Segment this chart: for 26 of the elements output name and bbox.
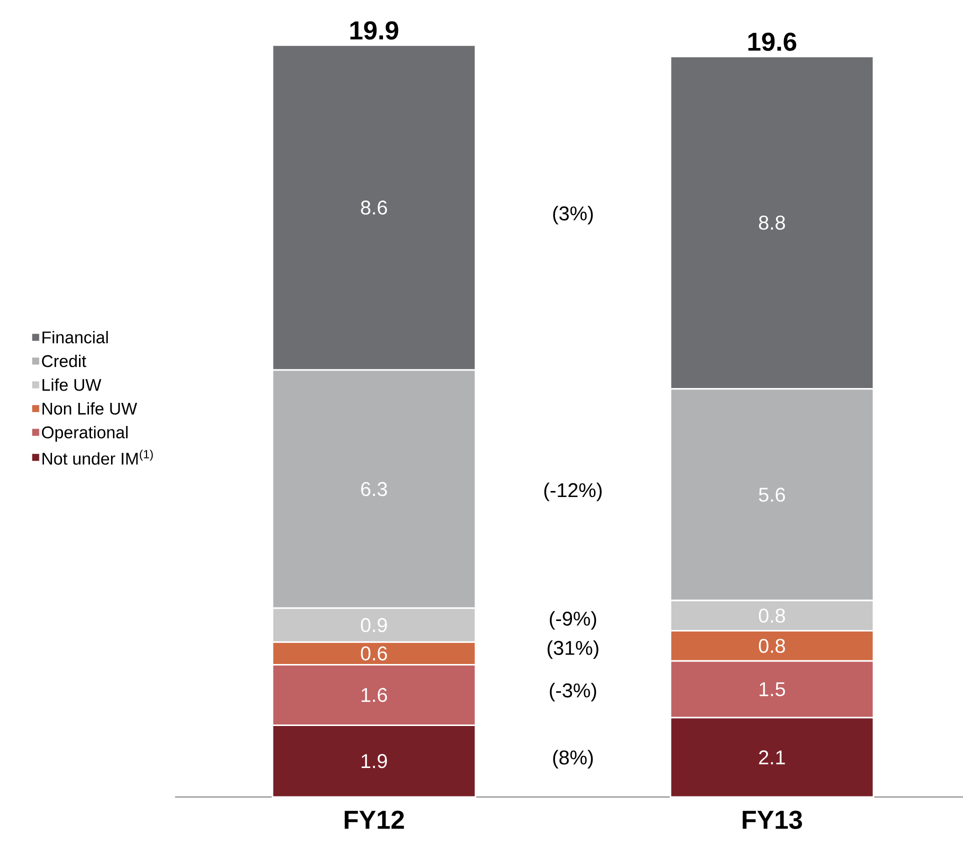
- annotation: (31%): [548, 640, 598, 659]
- annotation: (-12%): [544, 482, 602, 502]
- x-tick-label: FY12: [344, 810, 404, 829]
- x-tick-label: FY13: [742, 810, 802, 830]
- legend-label: Non Life UW: [42, 402, 138, 415]
- annotation: (8%): [553, 750, 593, 768]
- data-label: 8.8: [758, 216, 785, 230]
- legend-label: Not under IM$^{(1)}$: [42, 450, 153, 465]
- annotation: (-3%): [550, 682, 596, 702]
- legend-label: Operational: [42, 426, 128, 442]
- data-label: 1.6: [362, 688, 387, 702]
- data-label: 6.3: [361, 482, 387, 496]
- legend-label: Credit: [42, 354, 86, 368]
- total-label: 19.6: [748, 32, 796, 51]
- data-label: 5.6: [758, 488, 785, 502]
- data-label: 8.6: [361, 200, 387, 215]
- data-label: 0.8: [758, 638, 785, 653]
- total-label: 19.9: [350, 21, 398, 40]
- annotation: (3%): [553, 206, 593, 224]
- data-label: 1.5: [760, 682, 785, 696]
- legend-label: Financial: [42, 330, 108, 344]
- data-label: 0.6: [360, 646, 387, 660]
- annotation: (-9%): [550, 611, 596, 630]
- data-label: 1.9: [362, 754, 387, 768]
- legend-label: Life UW: [42, 378, 102, 391]
- data-label: 2.1: [759, 750, 785, 764]
